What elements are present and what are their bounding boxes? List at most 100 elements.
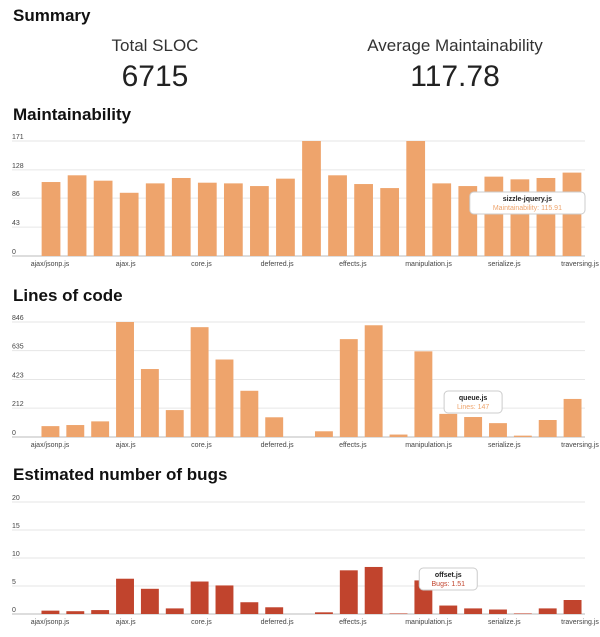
maintainability-bar[interactable] (119, 192, 139, 256)
bugs-bar[interactable] (439, 605, 458, 614)
bugs-chart: 0 5 10 15 20 ajax/jsonp.js ajax.js core.js defer… (12, 495, 599, 626)
lines-of-code-bar[interactable] (66, 425, 85, 437)
maintainability-bar[interactable] (145, 183, 165, 256)
bugs-bar[interactable] (314, 612, 333, 614)
y-tick-label: 846 (12, 315, 24, 322)
maintainability-bar[interactable] (302, 141, 321, 256)
maintainability-bar[interactable] (484, 176, 504, 256)
lines-of-code-bar[interactable] (513, 435, 532, 437)
lines-of-code-bar[interactable] (91, 421, 110, 437)
bugs-bar[interactable] (339, 570, 358, 614)
maintainability-bar[interactable] (41, 182, 61, 256)
bugs-bar[interactable] (464, 608, 483, 614)
bugs-bar[interactable] (140, 588, 159, 614)
summary-title: Summary (13, 6, 91, 25)
y-tick-label: 0 (12, 249, 16, 256)
bugs-bar[interactable] (116, 578, 134, 614)
lines-of-code-bar[interactable] (265, 417, 284, 437)
tooltip: offset.js Bugs: 1.51 (418, 567, 478, 591)
lines-of-code-bar[interactable] (464, 417, 483, 437)
maintainability-bar[interactable] (171, 177, 191, 256)
lines-of-code-bar[interactable] (190, 327, 209, 437)
maintainability-bar[interactable] (276, 178, 295, 256)
avg-maintainability-value: 117.78 (410, 60, 500, 93)
bugs-bar[interactable] (165, 608, 184, 614)
maintainability-bar[interactable] (510, 179, 530, 256)
x-tick-label: manipulation.js (405, 442, 452, 449)
x-tick-label: traversing.js (561, 261, 599, 268)
lines-of-code-bar[interactable] (389, 434, 408, 437)
y-tick-label: 86 (12, 191, 20, 198)
bugs-bar[interactable] (513, 613, 532, 614)
bugs-bar[interactable] (489, 609, 507, 614)
x-tick-label: ajax/jsonp.js (31, 442, 70, 449)
x-tick-label: serialize.js (488, 261, 521, 268)
tooltip-value: Maintainability: 115.91 (493, 205, 562, 212)
total-sloc-label: Total SLOC (111, 36, 199, 55)
lines-of-code-chart: 0 212 423 635 846 ajax/jsonp.js ajax.js core.js… (12, 315, 599, 449)
bugs-bar[interactable] (364, 566, 383, 614)
maintainability-bar[interactable] (536, 177, 556, 256)
x-tick-label: effects.js (339, 442, 367, 449)
tooltip-title: offset.js (435, 572, 462, 579)
lines-of-code-bar[interactable] (439, 413, 458, 437)
lines-of-code-bar[interactable] (41, 426, 60, 437)
tooltip: sizzle-jquery.js Maintainability: 115.91 (469, 191, 586, 215)
bugs-bar[interactable] (240, 602, 259, 614)
x-tick-label: core.js (191, 619, 212, 626)
x-tick-label: deferred.js (261, 442, 295, 449)
bugs-bar[interactable] (563, 600, 582, 614)
maintainability-bar[interactable] (354, 184, 373, 256)
lines-of-code-bar[interactable] (314, 431, 333, 437)
bugs-bar[interactable] (389, 613, 408, 614)
y-tick-label: 212 (12, 401, 24, 408)
y-tick-label: 171 (12, 134, 24, 141)
y-tick-label: 20 (12, 495, 20, 502)
lines-of-code-bar[interactable] (538, 420, 557, 437)
lines-of-code-bar[interactable] (339, 339, 358, 437)
maintainability-bar[interactable] (93, 180, 113, 256)
x-tick-label: ajax/jsonp.js (31, 619, 70, 626)
maintainability-bar[interactable] (197, 182, 217, 256)
bugs-bar[interactable] (66, 611, 85, 614)
bugs-bar[interactable] (190, 581, 209, 614)
x-tick-label: traversing.js (561, 619, 599, 626)
lines-of-code-bar[interactable] (364, 325, 383, 437)
maintainability-bar[interactable] (380, 188, 400, 256)
maintainability-bar[interactable] (223, 183, 243, 256)
avg-maintainability-label: Average Maintainability (367, 36, 543, 55)
lines-of-code-bar[interactable] (165, 410, 184, 437)
maintainability-bar[interactable] (406, 141, 426, 256)
y-tick-label: 10 (12, 551, 20, 558)
bugs-bar[interactable] (215, 585, 234, 614)
tooltip-title: queue.js (459, 395, 488, 402)
maintainability-bar[interactable] (250, 186, 269, 256)
lines-of-code-bar[interactable] (240, 390, 259, 437)
x-tick-label: effects.js (339, 619, 367, 626)
lines-of-code-bar[interactable] (489, 423, 507, 437)
x-tick-label: ajax.js (116, 442, 136, 449)
y-tick-label: 43 (12, 220, 20, 227)
lines-of-code-bar[interactable] (116, 322, 134, 437)
tooltip-box (469, 191, 586, 215)
y-tick-label: 0 (12, 607, 16, 614)
lines-of-code-bar[interactable] (563, 398, 582, 437)
bugs-bar[interactable] (91, 610, 110, 614)
maintainability-bar[interactable] (67, 175, 87, 256)
bugs-bar[interactable] (41, 610, 60, 614)
x-tick-label: ajax.js (116, 619, 136, 626)
lines-of-code-bar[interactable] (140, 369, 159, 437)
x-tick-label: core.js (191, 442, 212, 449)
y-tick-label: 423 (12, 373, 24, 380)
lines-of-code-bar[interactable] (215, 359, 234, 437)
maintainability-bar[interactable] (432, 183, 452, 256)
lines-of-code-bar[interactable] (414, 351, 433, 437)
tooltip-box (418, 567, 478, 591)
tooltip: queue.js Lines: 147 (443, 390, 503, 414)
bugs-bar[interactable] (265, 607, 284, 614)
maintainability-bar[interactable] (328, 175, 347, 256)
y-tick-label: 128 (12, 163, 24, 170)
x-tick-label: manipulation.js (405, 619, 452, 626)
tooltip-box (443, 390, 503, 414)
bugs-bar[interactable] (538, 608, 557, 614)
